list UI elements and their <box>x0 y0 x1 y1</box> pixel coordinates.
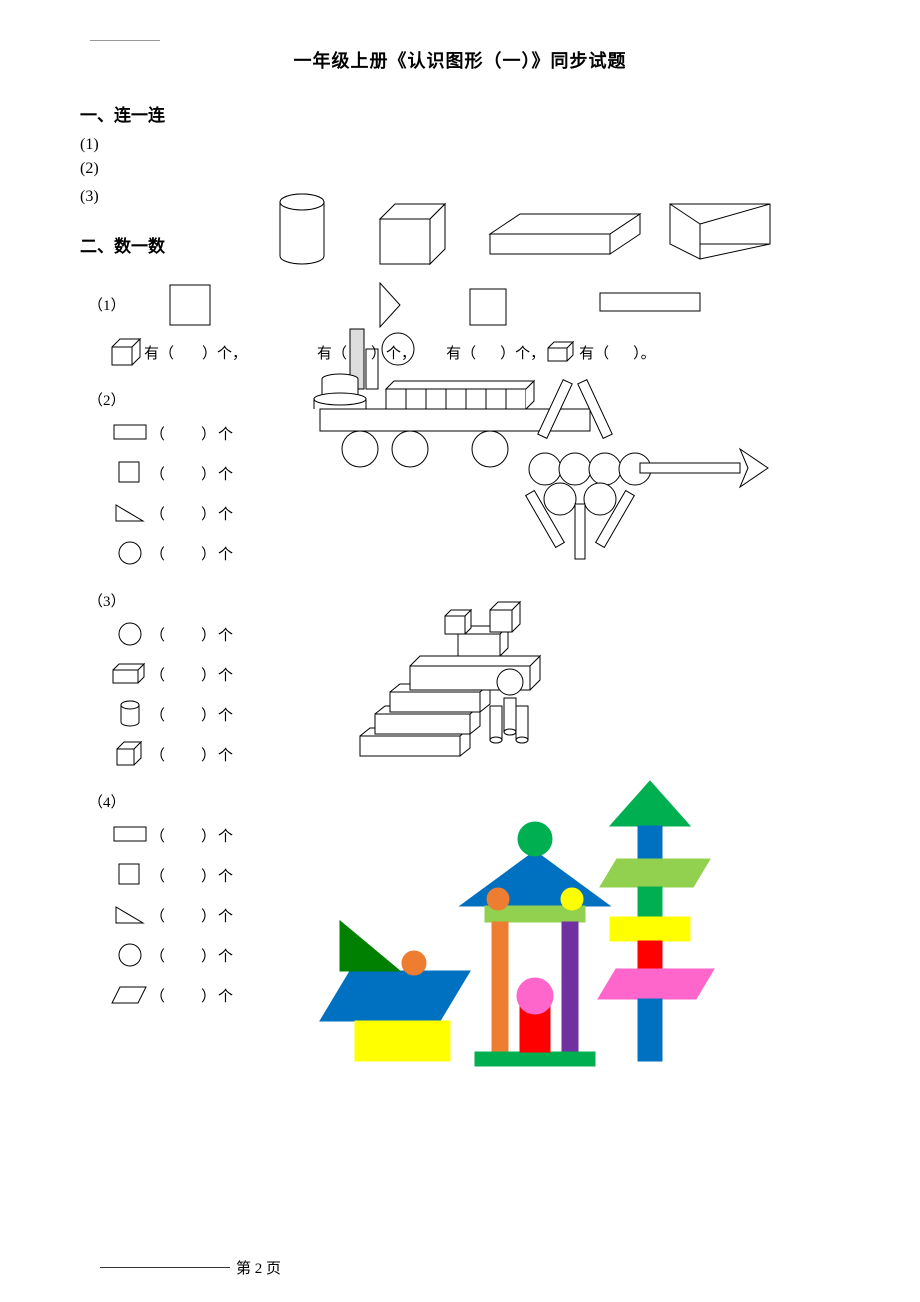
q4-row-parallelogram: （ ）个 <box>110 978 310 1012</box>
q3-label: （3） <box>88 590 340 611</box>
q1-p1b: ）个， <box>371 342 416 363</box>
color-shapes-figure <box>310 781 740 1081</box>
q1-p1a: 有（ <box>317 342 347 363</box>
q2-row-square: （ ）个 <box>110 456 290 490</box>
small-cube-icon <box>110 337 144 367</box>
q1-p2a: 有（ <box>446 342 476 363</box>
s1-item-3: (3) <box>80 188 240 206</box>
cube-icon <box>380 204 445 264</box>
cylinder-icon <box>280 194 324 264</box>
q1-shapes-row <box>140 279 840 339</box>
q4-row-circle: （ ）个 <box>110 938 310 972</box>
s1-item-1: (1) <box>80 136 840 154</box>
flat-cuboid-icon <box>490 214 640 254</box>
q2-row-circle: （ ）个 <box>110 536 290 570</box>
prism-icon <box>670 204 770 259</box>
block-dog-figure <box>340 586 600 776</box>
q3-row-sphere: （ ）个 <box>110 617 340 651</box>
q2-label: （2） <box>88 389 290 410</box>
q2-row-rect: （ ）个 <box>110 416 290 450</box>
q3-list: （ ）个 （ ）个 （ ）个 （ ）个 <box>110 617 340 771</box>
worksheet-page: 一年级上册《认识图形（一）》同步试题 一、连一连 (1) (2) (3) 二、数… <box>0 0 920 1101</box>
page-number: 第 2 页 <box>236 1257 281 1278</box>
q3-row-cuboid: （ ）个 <box>110 657 340 691</box>
q1-p2b: ）个， <box>500 342 545 363</box>
q1-p3a: 有（ <box>579 342 609 363</box>
q1-p0a: 有（ <box>144 342 174 363</box>
header-rule <box>90 40 160 41</box>
q1-line: 有（ ）个， 有（ ）个， 有（ ）个， 有（ ）。 <box>110 337 656 367</box>
s1-item-2: (2) <box>80 160 840 178</box>
section2-heading: 二、数一数 <box>80 232 240 257</box>
q4-row-square: （ ）个 <box>110 858 310 892</box>
section1-heading: 一、连一连 <box>80 101 840 126</box>
solids-row-figure <box>240 184 800 284</box>
small-cuboid-icon <box>547 341 577 363</box>
q3-row-cube: （ ）个 <box>110 737 340 771</box>
q4-row-rect: （ ）个 <box>110 818 310 852</box>
q4-row-triangle: （ ）个 <box>110 898 310 932</box>
q1-p3b: ）。 <box>633 342 656 363</box>
q4-list: （ ）个 （ ）个 （ ）个 （ ）个 （ ）个 <box>110 818 310 1012</box>
page-title: 一年级上册《认识图形（一）》同步试题 <box>80 47 840 73</box>
q2-list: （ ）个 （ ）个 （ ）个 （ ）个 <box>110 416 290 570</box>
q1-p0b: ）个， <box>202 342 247 363</box>
page-footer: 第 2 页 <box>100 1257 281 1278</box>
q2-row-triangle: （ ）个 <box>110 496 290 530</box>
q4-label: （4） <box>88 791 310 812</box>
q3-row-cylinder: （ ）个 <box>110 697 340 731</box>
